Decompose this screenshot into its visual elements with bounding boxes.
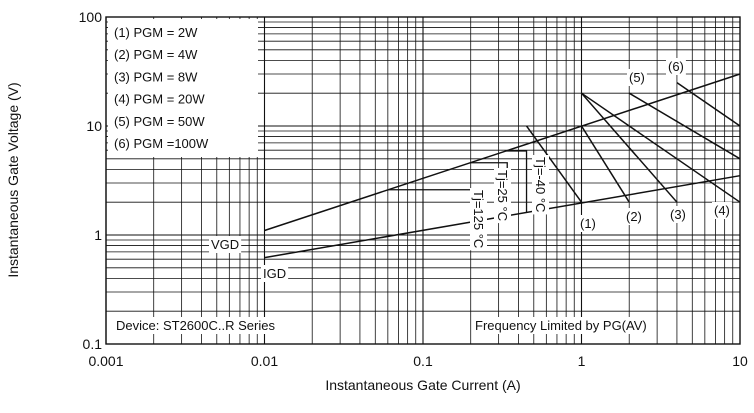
y-tick-label: 10 [86,118,102,134]
power-curve-label-bg [666,58,686,75]
frequency-label: Frequency Limited by PG(AV) [475,318,647,333]
vgd-label-group: VGD [209,236,242,253]
tj-125-label: Tj=125 °C [471,190,486,248]
x-tick-label: 0.01 [251,353,278,369]
tj-minus40-label-bg [532,155,549,215]
x-axis-title: Instantaneous Gate Current (A) [325,377,520,393]
power-curve-label-bg [578,215,598,232]
tj-minus40-label-group: Tj=-40 °C [532,155,549,215]
power-curve-label: (1) [580,216,596,231]
legend-item: (3) PGM = 8W [114,69,198,84]
y-tick-label: 100 [79,9,103,25]
device-label-group: Device: ST2600C..R Series [114,317,278,334]
tj-25-label: Tj=25 °C [495,170,510,221]
legend: (1) PGM = 2W (2) PGM = 4W (3) PGM = 8W (4) … [108,19,258,157]
y-tick-label: 1 [94,227,102,243]
temperature-step [506,150,528,213]
legend-bg [108,19,258,157]
x-tick-label: 10 [732,353,748,369]
x-tick-label: 0.001 [88,353,123,369]
power-curve [581,92,741,203]
igd-label: IGD [263,266,286,281]
legend-item: (2) PGM = 4W [114,47,198,62]
power-curve-label: (4) [714,203,730,218]
x-tick-label: 0.1 [413,353,433,369]
tj-25-label-bg [494,168,511,224]
power-curve-label: (2) [626,209,642,224]
power-curve [676,82,741,127]
frequency-label-group: Frequency Limited by PG(AV) [473,317,649,334]
tj-minus40-label: Tj=-40 °C [533,157,548,212]
legend-item: (6) PGM =100W [114,136,209,151]
power-curve-label-group: (5) [627,69,647,86]
power-curve-label: (3) [670,207,686,222]
legend-item: (1) PGM = 2W [114,25,198,40]
y-tick-label: 0.1 [83,336,103,352]
plot-frame [105,16,741,345]
device-label: Device: ST2600C..R Series [116,318,275,333]
curves [264,73,741,259]
tick-labels: 0.001 0.01 0.1 1 10 0.1 1 10 100 [79,9,748,369]
tj-25-label-group: Tj=25 °C [494,168,511,224]
power-curve [580,125,630,203]
power-curve-label-bg [668,206,688,223]
power-curve-label-bg [624,208,644,225]
device-label-bg [114,317,278,334]
power-curve-label: (5) [629,70,645,85]
power-curve-label-bg [712,202,732,219]
temperature-step [388,189,472,223]
vgd-label: VGD [211,237,239,252]
tj-125-label-bg [470,188,487,251]
power-curve-label-group: (1) [578,215,598,232]
power-curve-label: (6) [668,59,684,74]
vgd-label-bg [209,236,242,253]
y-axis-title: Instantaneous Gate Voltage (V) [5,82,21,277]
igd-label-group: IGD [261,265,289,282]
power-curve-label-group: (4) [712,202,732,219]
gate-characteristic-upper [264,73,741,232]
power-curve-label-group: (3) [668,206,688,223]
power-curve-label-group: (6) [666,58,686,75]
legend-item: (5) PGM = 50W [114,114,205,129]
legend-item: (4) PGM = 20W [114,92,205,107]
power-curve-label-bg [627,69,647,86]
tj-125-label-group: Tj=125 °C [470,188,487,251]
igd-label-bg [261,265,289,282]
x-tick-label: 1 [578,353,586,369]
power-curve-label-group: (2) [624,208,644,225]
frequency-label-bg [473,317,649,334]
power-curve [525,125,583,203]
power-curve [580,92,678,203]
power-curve [628,92,741,160]
annotations: VGD IGD Device: ST2600C..R Series Frequency… [114,58,732,334]
